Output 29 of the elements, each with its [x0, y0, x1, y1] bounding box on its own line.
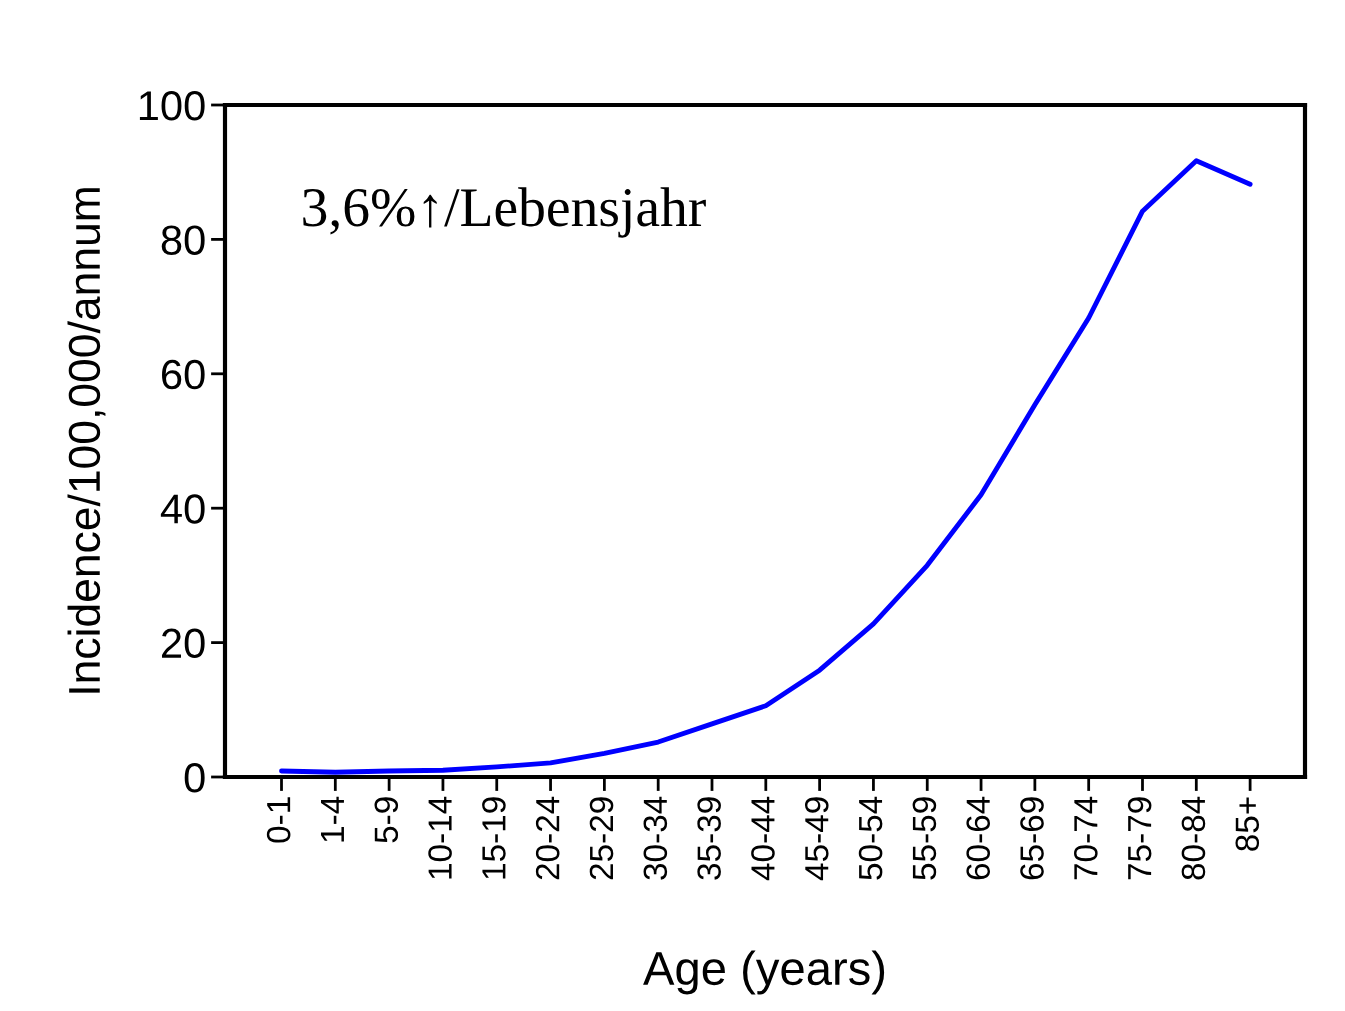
x-tick-label: 65-69	[1020, 797, 1044, 880]
y-axis-title: Incidence/100,000/annum	[67, 188, 106, 693]
x-tick-label: 80-84	[1181, 796, 1206, 880]
annotation: 3,6%↑/Lebensjahr	[303, 187, 706, 238]
x-tick-label: 45-49	[804, 797, 829, 881]
x-tick-label: 5-9	[374, 797, 399, 843]
x-tick-label: 30-34	[643, 796, 668, 880]
y-tick-label: 0	[184, 763, 205, 793]
x-tick-label: 60-64	[966, 796, 990, 880]
y-tick-label: 20	[162, 628, 205, 659]
x-tick-label: 70-74	[1074, 796, 1098, 880]
x-tick-label: 85+	[1235, 797, 1260, 851]
x-tick-label: 55-59	[912, 797, 937, 880]
x-tick-label: 35-39	[697, 797, 721, 880]
x-tick-label: 50-54	[858, 796, 883, 880]
x-tick-label: 15-19	[482, 797, 506, 879]
x-tick-label: 40-44	[751, 796, 775, 881]
x-tick-label: 20-24	[535, 796, 560, 880]
x-tick-label: 75-79	[1127, 797, 1152, 880]
x-axis-title: Age (years)	[643, 950, 885, 995]
y-tick-label: 80	[161, 225, 205, 255]
x-tick-label: 25-29	[589, 797, 614, 880]
x-tick-label: 10-14	[428, 796, 452, 879]
y-tick-label: 40	[160, 494, 205, 524]
x-tick-label: 1-4	[321, 796, 344, 842]
y-tick-label: 100	[139, 91, 205, 121]
x-tick-label: 0-1	[266, 797, 291, 843]
line-series	[279, 158, 1253, 775]
y-tick-label: 60	[162, 359, 205, 390]
